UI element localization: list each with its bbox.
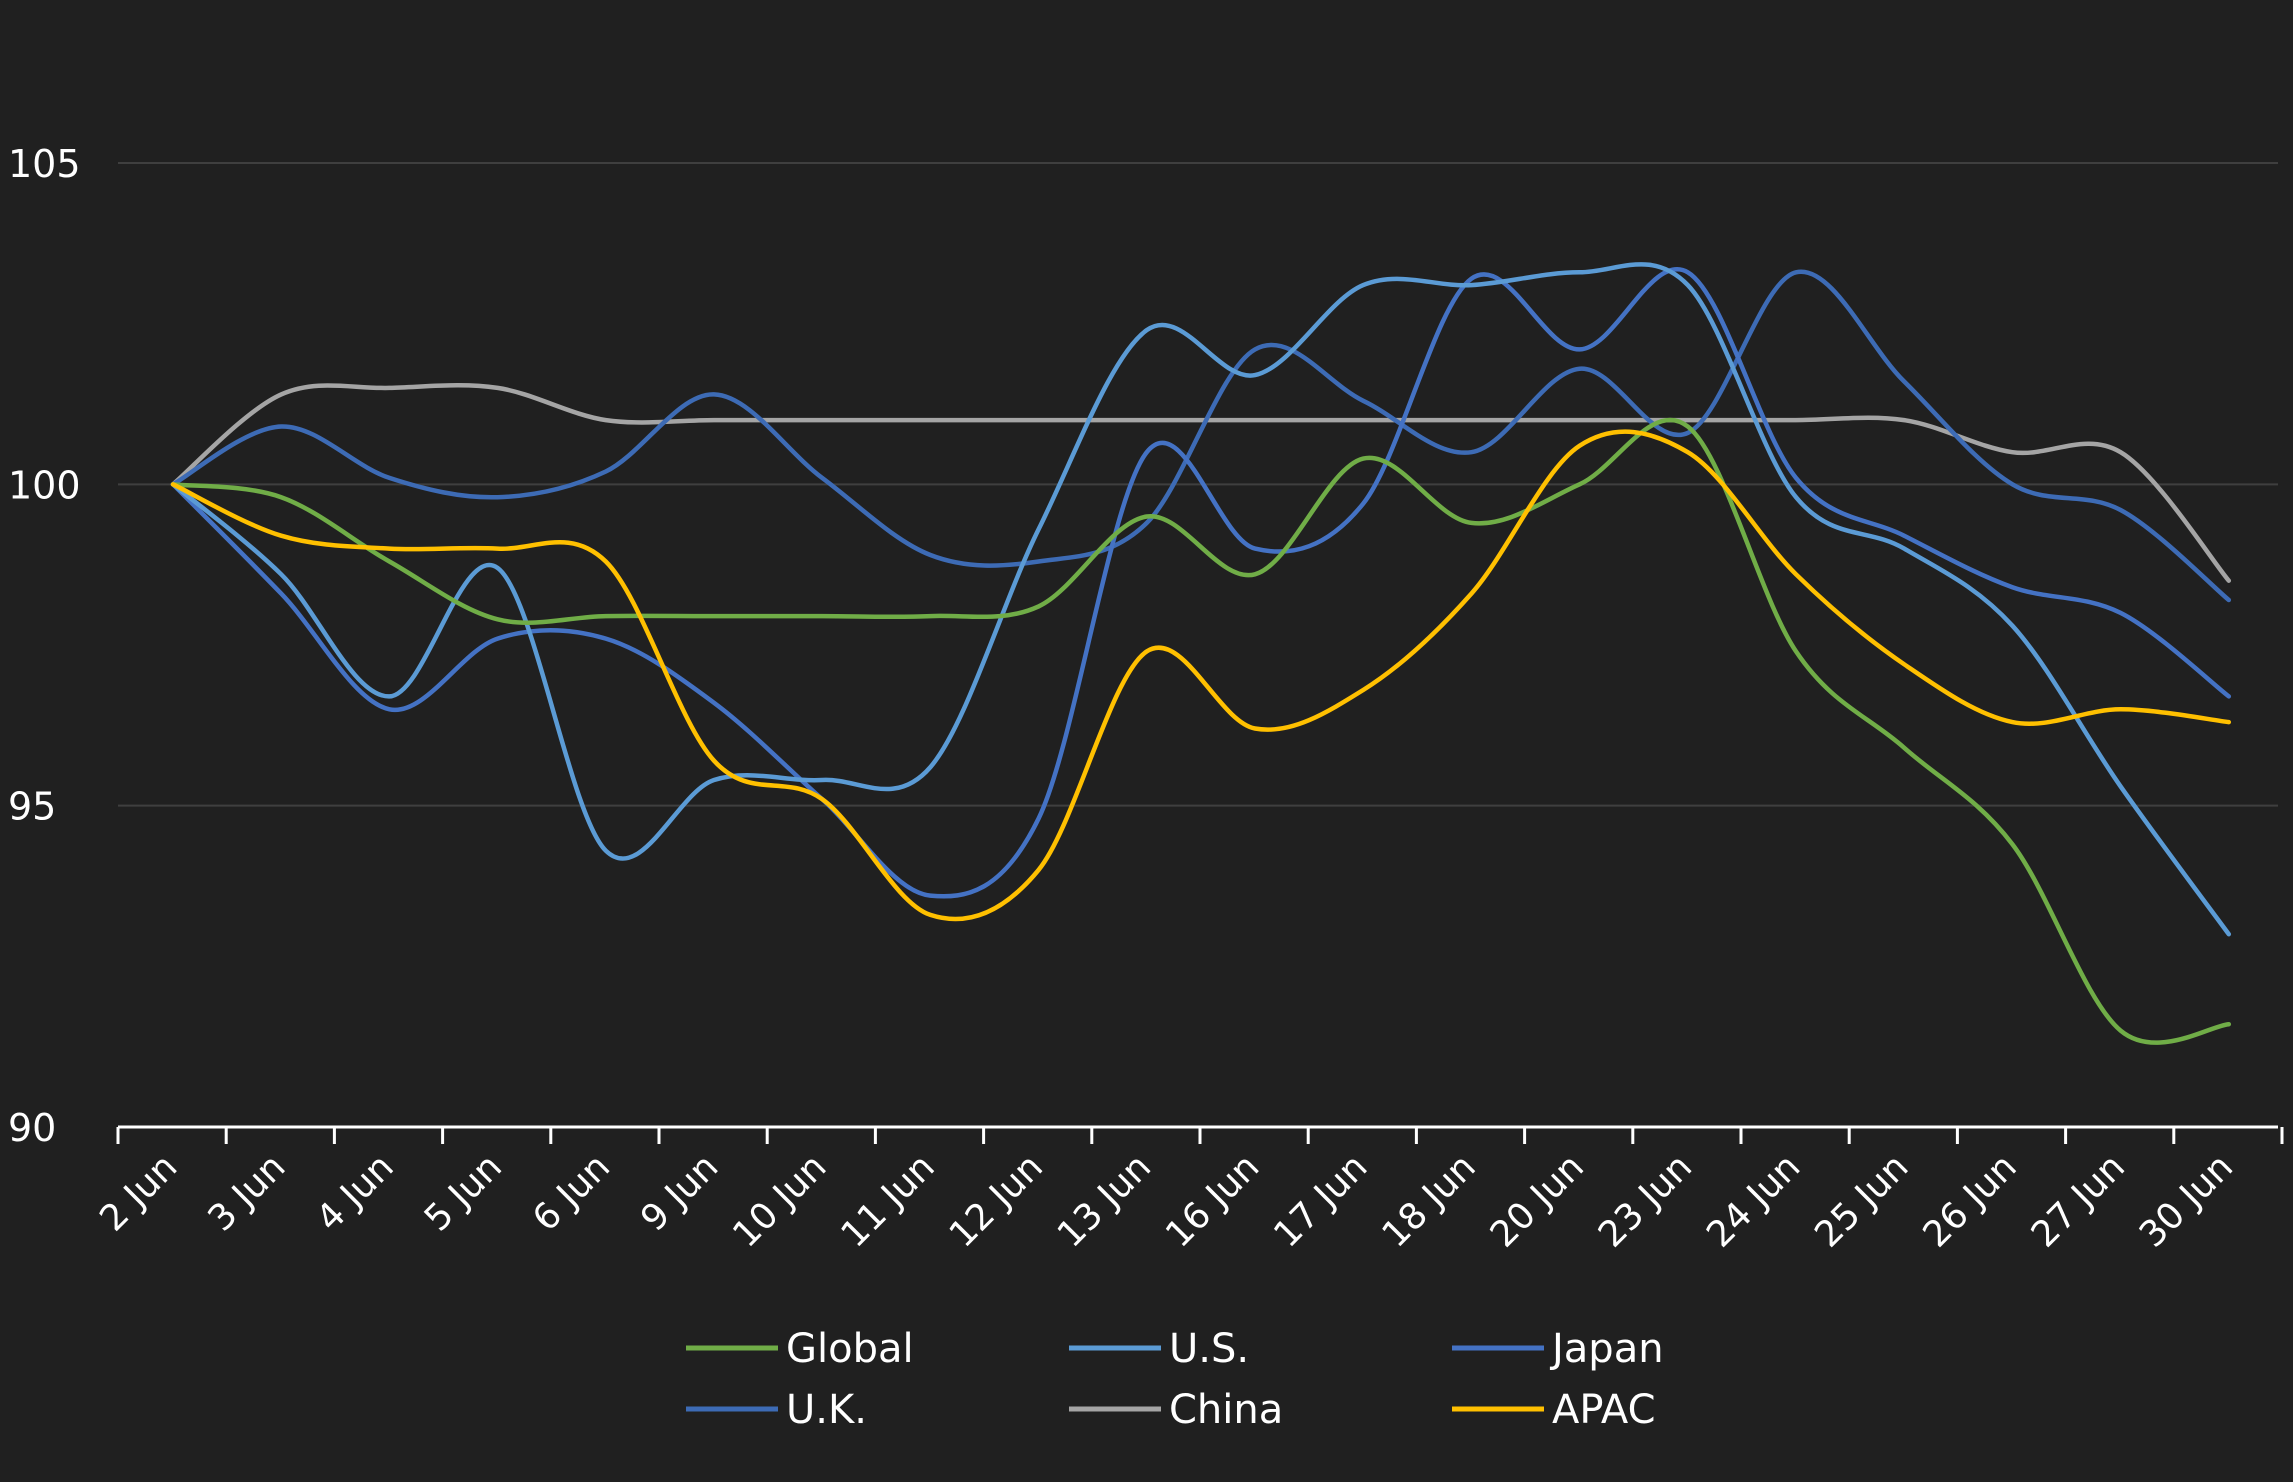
- series-line-apac: [170, 429, 2232, 922]
- legend-label-uk: U.K.: [786, 1387, 867, 1433]
- legend-label-china: China: [1169, 1387, 1283, 1433]
- x-tick-label: 12 Jun: [942, 1146, 1051, 1255]
- legend-label-global: Global: [786, 1326, 914, 1372]
- x-tick-label: 5 Jun: [417, 1146, 510, 1239]
- y-tick-label-90: 90: [8, 1106, 56, 1150]
- x-tick-label: 3 Jun: [201, 1146, 294, 1239]
- x-tick-label: 2 Jun: [92, 1146, 185, 1239]
- x-tick-label: 24 Jun: [1699, 1146, 1808, 1255]
- legend-label-us: U.S.: [1169, 1326, 1249, 1372]
- series-line-us: [170, 262, 2232, 937]
- x-tick-label: 10 Jun: [725, 1146, 834, 1255]
- x-tick-label: 6 Jun: [525, 1146, 618, 1239]
- series-line-japan: [170, 267, 2232, 899]
- x-tick-label: 4 Jun: [309, 1146, 402, 1239]
- series-line-global: [170, 417, 2232, 1045]
- x-tick-label: 18 Jun: [1375, 1146, 1484, 1255]
- y-tick-label-95: 95: [8, 785, 56, 829]
- x-tick-label: 11 Jun: [834, 1146, 943, 1255]
- x-tick-label: 9 Jun: [633, 1146, 726, 1239]
- x-tick-label: 17 Jun: [1266, 1146, 1375, 1255]
- x-tick-label: 26 Jun: [1916, 1146, 2025, 1255]
- x-tick-label: 13 Jun: [1050, 1146, 1159, 1255]
- x-tick-label: 20 Jun: [1483, 1146, 1592, 1255]
- legend-label-apac: APAC: [1552, 1387, 1656, 1433]
- legend-label-japan: Japan: [1549, 1326, 1664, 1372]
- y-tick-label-105: 105: [8, 142, 81, 186]
- series-line-uk: [170, 269, 2232, 603]
- series-line-china: [170, 383, 2232, 583]
- x-tick-label: 25 Jun: [1807, 1146, 1916, 1255]
- x-tick-label: 30 Jun: [2132, 1146, 2241, 1255]
- x-tick-label: 23 Jun: [1591, 1146, 1700, 1255]
- x-tick-label: 27 Jun: [2024, 1146, 2133, 1255]
- x-tick-label: 16 Jun: [1158, 1146, 1267, 1255]
- y-tick-label-100: 100: [8, 463, 81, 507]
